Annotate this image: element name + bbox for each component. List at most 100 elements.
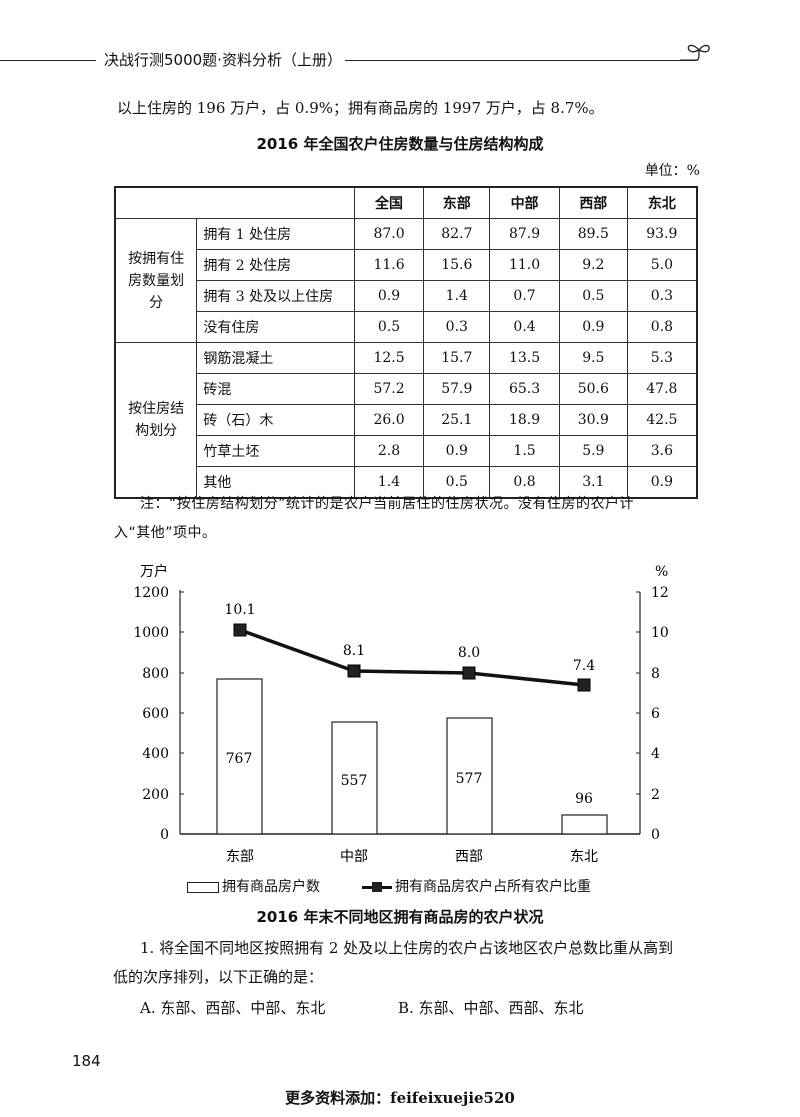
cell: 5.0 <box>626 249 698 281</box>
cell: 0.5 <box>353 311 425 343</box>
cell: 0.9 <box>626 466 698 499</box>
cell: 2.8 <box>353 435 425 467</box>
svg-text:东北: 东北 <box>570 849 598 865</box>
table-note-line-2: 入“其他”项中。 <box>114 525 217 541</box>
group-label: 按住房结构划分 <box>114 342 198 499</box>
svg-text:0: 0 <box>160 827 169 843</box>
header-rule-left <box>0 60 96 61</box>
cell: 0.7 <box>489 280 560 312</box>
svg-text:12: 12 <box>651 585 669 601</box>
table-unit: 单位：% <box>644 163 700 179</box>
left-tick-labels: 0 200 400 600 800 1000 1200 <box>133 585 169 843</box>
bar-northeast <box>561 814 608 835</box>
table-row: 其他 1.4 0.5 0.8 3.1 0.9 <box>115 466 698 499</box>
right-ticks <box>636 591 640 795</box>
line-markers <box>233 623 591 692</box>
right-tick-labels: 0 2 4 6 8 10 12 <box>651 585 669 843</box>
square-marker-icon <box>347 664 361 678</box>
line-swatch-icon <box>362 881 392 893</box>
cell: 0.8 <box>626 311 698 343</box>
bar-central <box>331 721 378 835</box>
cell: 1.4 <box>353 466 425 499</box>
square-marker-icon <box>233 623 247 637</box>
header-corner <box>114 186 355 219</box>
group-label-text: 按拥有住房数量划分 <box>128 250 185 311</box>
header-rule-right <box>345 60 697 61</box>
row-label: 砖混 <box>196 373 355 405</box>
right-axis-unit: % <box>655 564 668 580</box>
svg-text:800: 800 <box>142 666 169 682</box>
legend-bar: 拥有商品房户数 <box>187 876 320 896</box>
option-b[interactable]: B. 东部、中部、西部、东北 <box>398 999 584 1017</box>
svg-text:577: 577 <box>456 771 483 787</box>
table-row: 砖（石）木 26.0 25.1 18.9 30.9 42.5 <box>115 404 698 436</box>
svg-text:6: 6 <box>651 706 660 722</box>
table-title: 2016 年全国农户住房数量与住房结构构成 <box>256 135 544 153</box>
bar-east <box>216 678 263 835</box>
cell: 0.5 <box>423 466 491 499</box>
group-label-text: 按住房结构划分 <box>128 401 185 439</box>
row-label: 拥有 2 处住房 <box>196 249 355 281</box>
cell: 82.7 <box>423 218 491 250</box>
svg-text:1200: 1200 <box>133 585 169 601</box>
table-row: 拥有 3 处及以上住房 0.9 1.4 0.7 0.5 0.3 <box>115 280 698 312</box>
svg-text:1000: 1000 <box>133 625 169 641</box>
table-row: 拥有 2 处住房 11.6 15.6 11.0 9.2 5.0 <box>115 249 698 281</box>
svg-text:东部: 东部 <box>226 849 254 865</box>
cell: 0.9 <box>558 311 628 343</box>
line-labels: 10.1 8.1 8.0 7.4 <box>224 602 595 674</box>
svg-text:200: 200 <box>142 787 169 803</box>
cell: 87.9 <box>489 218 560 250</box>
cell: 26.0 <box>353 404 425 436</box>
cell: 0.3 <box>423 311 491 343</box>
question-stem-line-1: 1. 将全国不同地区按照拥有 2 处及以上住房的农户占该地区农户总数比重从高到 <box>140 939 674 957</box>
cell: 0.9 <box>353 280 425 312</box>
svg-text:10: 10 <box>651 625 669 641</box>
cell: 57.9 <box>423 373 491 405</box>
left-ticks <box>180 591 184 795</box>
cell: 11.0 <box>489 249 560 281</box>
row-label: 砖（石）木 <box>196 404 355 436</box>
svg-text:西部: 西部 <box>455 849 483 865</box>
legend-bar-label: 拥有商品房户数 <box>222 879 320 895</box>
cell: 0.3 <box>626 280 698 312</box>
group-label: 按拥有住房数量划分 <box>114 218 198 343</box>
option-a[interactable]: A. 东部、西部、中部、东北 <box>140 999 326 1017</box>
row-label: 拥有 1 处住房 <box>196 218 355 250</box>
cell: 57.2 <box>353 373 425 405</box>
cell: 30.9 <box>558 404 628 436</box>
cell: 0.5 <box>558 280 628 312</box>
share-line <box>239 628 585 687</box>
svg-text:767: 767 <box>226 751 253 767</box>
cell: 1.5 <box>489 435 560 467</box>
cell: 42.5 <box>626 404 698 436</box>
cell: 3.6 <box>626 435 698 467</box>
cell: 5.3 <box>626 342 698 374</box>
table-note-line-1: 注：“按住房结构划分”统计的是农户当前居住的住房状况。没有住房的农户计 <box>140 496 635 512</box>
svg-text:557: 557 <box>341 773 368 789</box>
cell: 5.9 <box>558 435 628 467</box>
sprout-icon <box>680 44 710 61</box>
svg-text:7.4: 7.4 <box>573 658 595 674</box>
svg-text:8.1: 8.1 <box>343 643 365 659</box>
table-row: 竹草土坯 2.8 0.9 1.5 5.9 3.6 <box>115 435 698 467</box>
cell: 1.4 <box>423 280 491 312</box>
svg-text:600: 600 <box>142 706 169 722</box>
column-header: 东部 <box>423 186 491 219</box>
table-row: 按住房结构划分 钢筋混凝土 12.5 15.7 13.5 9.5 5.3 <box>114 342 698 499</box>
intro-paragraph: 以上住房的 196 万户，占 0.9%；拥有商品房的 1997 万户，占 8.7… <box>117 99 604 117</box>
chart-title: 2016 年末不同地区拥有商品房的农户状况 <box>256 908 544 926</box>
cell: 15.7 <box>423 342 491 374</box>
table-row: 砖混 57.2 57.9 65.3 50.6 47.8 <box>115 373 698 405</box>
legend-line: 拥有商品房农户占所有农户比重 <box>362 876 591 896</box>
table-header-row: 全国 东部 中部 西部 东北 <box>114 186 698 219</box>
bar-labels: 767 557 577 96 <box>226 751 593 807</box>
square-marker-icon <box>577 678 591 692</box>
cell: 0.9 <box>423 435 491 467</box>
cell: 9.2 <box>558 249 628 281</box>
svg-text:8: 8 <box>651 666 660 682</box>
row-label: 钢筋混凝土 <box>196 342 355 374</box>
cell: 47.8 <box>626 373 698 405</box>
table-row: 按拥有住房数量划分 拥有 1 处住房 87.0 82.7 87.9 89.5 9… <box>114 218 698 343</box>
cell: 0.8 <box>489 466 560 499</box>
